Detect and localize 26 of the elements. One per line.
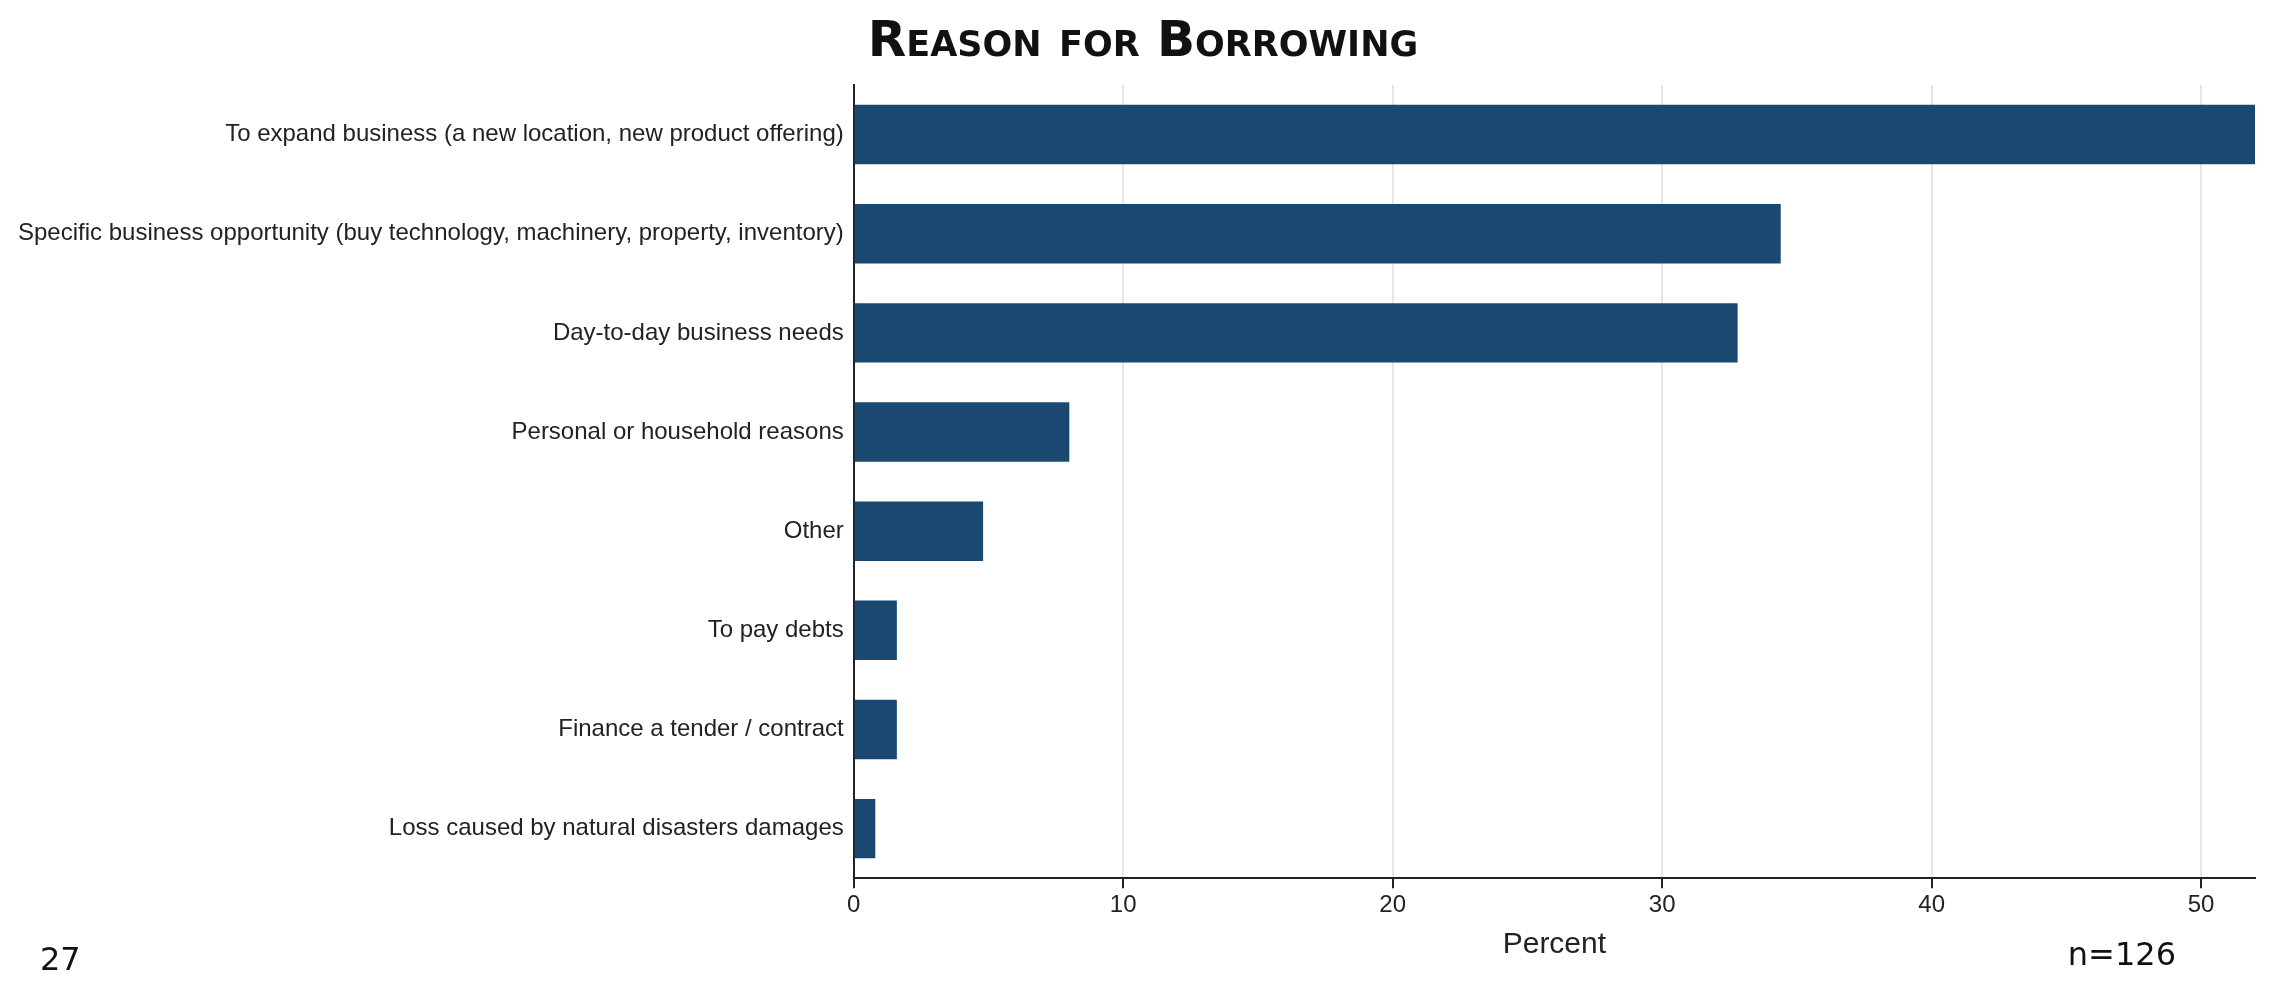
bar	[854, 203, 1781, 264]
y-tick-label: To pay debts	[707, 614, 844, 642]
x-axis-title: Percent	[1502, 926, 1607, 960]
y-tick-label: Finance a tender / contract	[558, 714, 845, 742]
x-tick-label: 20	[1379, 890, 1407, 918]
y-tick-label: To expand business (a new location, new product offering)	[225, 119, 844, 147]
text: n=126	[2067, 935, 2176, 973]
bar	[854, 600, 897, 661]
y-tick-label: Loss caused by natural disasters damages	[388, 813, 844, 841]
bar	[854, 402, 1070, 462]
bar	[854, 699, 897, 760]
x-tick-label: 0	[847, 890, 861, 918]
bar	[854, 104, 2255, 165]
x-tick-label: 10	[1109, 890, 1137, 918]
x-tick-label: 50	[2187, 890, 2215, 918]
bar	[854, 303, 1738, 363]
y-tick-label: Day-to-day business needs	[552, 317, 844, 345]
x-tick-label: 40	[1918, 890, 1945, 918]
y-tick-label: Personal or household reasons	[511, 416, 844, 444]
y-tick-label: Specific business opportunity (buy technology, machinery, property, inventory)	[17, 218, 844, 246]
x-tick-label: 30	[1648, 890, 1676, 918]
bar	[854, 798, 876, 859]
y-tick-label: Other	[783, 515, 844, 543]
text: 27	[40, 940, 81, 978]
bar	[854, 501, 984, 561]
chart-title: Reason for Borrowing	[866, 10, 1420, 68]
